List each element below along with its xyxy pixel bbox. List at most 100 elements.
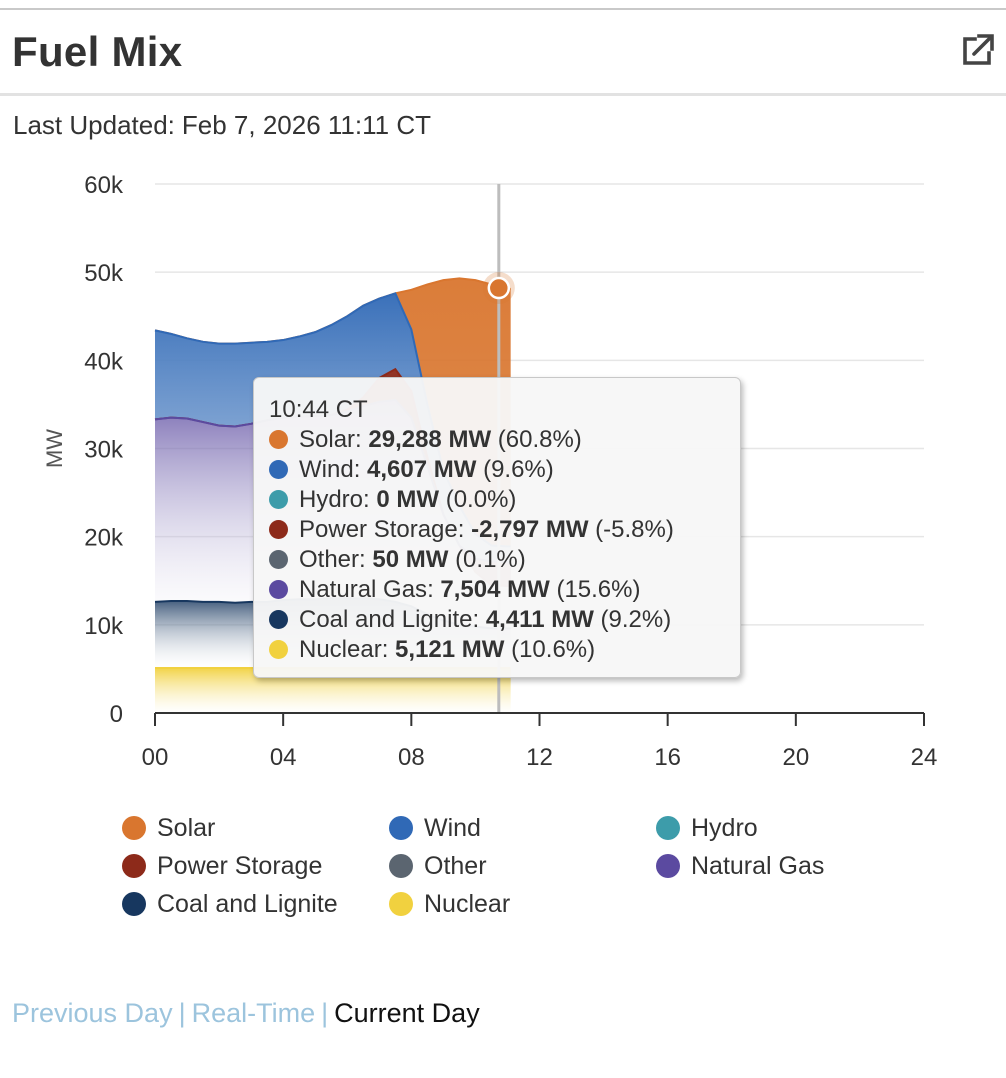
tooltip-series-pct: (9.6%)	[483, 456, 554, 483]
tooltip-series-value: -2,797 MW	[471, 516, 589, 543]
tooltip-series-pct: (-5.8%)	[595, 516, 674, 543]
x-tick-label: 08	[398, 744, 425, 771]
solar-area[interactable]	[155, 278, 511, 547]
legend-dot-icon	[389, 892, 413, 916]
legend-label: Solar	[157, 814, 216, 842]
y-tick-label: 0	[110, 701, 123, 728]
real-time-link[interactable]: Real-Time	[191, 998, 316, 1028]
x-tick-label: 00	[142, 744, 169, 771]
legend-dot-icon	[389, 854, 413, 878]
y-axis-title: MW	[42, 429, 67, 468]
tooltip-series-name: Solar	[299, 426, 356, 453]
series-dot-icon	[269, 520, 288, 539]
tooltip-series-pct: (9.2%)	[600, 606, 672, 633]
tooltip-series-pct: (60.8%)	[497, 426, 582, 453]
y-tick-label: 60k	[84, 172, 124, 199]
y-tick-label: 30k	[84, 437, 124, 464]
tooltip-series-pct: (0.0%)	[445, 486, 517, 513]
legend-label: Other	[424, 852, 487, 880]
tooltip-row: Coal and Lignite: 4,411 MW (9.2%)	[269, 605, 740, 635]
series-dot-icon	[269, 550, 288, 569]
tooltip-row: Natural Gas: 7,504 MW (15.6%)	[269, 575, 740, 605]
legend-item-coal-and-lignite[interactable]: Coal and Lignite	[122, 886, 338, 922]
tooltip-series-pct: (0.1%)	[455, 546, 526, 573]
series-dot-icon	[269, 460, 288, 479]
page-title: Fuel Mix	[12, 28, 183, 75]
tooltip-series-pct: (10.6%)	[511, 636, 596, 663]
tooltip-series-name: Other	[299, 546, 360, 573]
top-border	[0, 8, 1006, 10]
tooltip-rows: Solar: 29,288 MW (60.8%) Wind: 4,607 MW (…	[269, 425, 740, 665]
x-tick-label: 24	[911, 744, 938, 771]
series-dot-icon	[269, 430, 288, 449]
legend-item-other[interactable]: Other	[389, 848, 487, 884]
last-updated-value: Feb 7, 2026 11:11 CT	[181, 110, 431, 140]
x-tick-label: 04	[270, 744, 297, 771]
tooltip-series-value: 29,288 MW	[368, 426, 492, 453]
legend-item-nuclear[interactable]: Nuclear	[389, 886, 510, 922]
tooltip-row: Power Storage: -2,797 MW (-5.8%)	[269, 515, 740, 545]
tooltip-series-name: Wind	[299, 456, 354, 483]
legend-label: Power Storage	[157, 852, 323, 880]
legend-item-power-storage[interactable]: Power Storage	[122, 848, 322, 884]
tooltip-series-name: Power Storage	[299, 516, 458, 543]
tooltip-row: Solar: 29,288 MW (60.8%)	[269, 425, 740, 455]
nav-separator: |	[321, 998, 329, 1028]
y-tick-label: 10k	[84, 613, 124, 640]
tooltip-series-name: Nuclear	[299, 636, 382, 663]
tooltip-series-name: Coal and Lignite	[299, 606, 473, 633]
previous-day-link[interactable]: Previous Day	[12, 998, 173, 1028]
tooltip-row: Hydro: 0 MW (0.0%)	[269, 485, 740, 515]
legend-dot-icon	[122, 816, 146, 840]
legend-label: Natural Gas	[691, 852, 825, 880]
series-dot-icon	[269, 640, 288, 659]
last-updated-label: Last Updated:	[13, 110, 175, 140]
tooltip-series-value: 4,607 MW	[367, 456, 477, 483]
tooltip-series-name: Hydro	[299, 486, 364, 513]
tooltip-series-pct: (15.6%)	[556, 576, 641, 603]
legend-dot-icon	[389, 816, 413, 840]
legend-item-solar[interactable]: Solar	[122, 810, 215, 846]
external-link-icon[interactable]	[958, 32, 996, 70]
series-dot-icon	[269, 490, 288, 509]
tooltip-series-value: 7,504 MW	[440, 576, 550, 603]
legend-label: Nuclear	[424, 890, 511, 918]
tooltip-row: Other: 50 MW (0.1%)	[269, 545, 740, 575]
x-tick-label: 20	[782, 744, 809, 771]
y-tick-label: 40k	[84, 348, 124, 375]
legend-dot-icon	[656, 854, 680, 878]
tooltip-series-value: 50 MW	[372, 546, 449, 573]
last-updated: Last Updated: Feb 7, 2026 11:11 CT	[13, 110, 431, 141]
widget-header: Fuel Mix	[0, 10, 1006, 94]
tooltip-time: 10:44 CT	[269, 396, 368, 423]
legend-label: Wind	[424, 814, 481, 842]
tooltip-series-value: 4,411 MW	[485, 606, 594, 633]
y-tick-label: 50k	[84, 260, 124, 287]
y-tick-label: 20k	[84, 525, 124, 552]
legend-item-hydro[interactable]: Hydro	[656, 810, 758, 846]
nuclear-area[interactable]	[155, 668, 511, 713]
nav-separator: |	[178, 998, 186, 1028]
wind-area[interactable]	[155, 293, 511, 587]
chart-tooltip: 10:44 CT Solar: 29,288 MW (60.8%) Wind: 4…	[253, 377, 741, 678]
tooltip-row: Wind: 4,607 MW (9.6%)	[269, 455, 740, 485]
tooltip-series-name: Natural Gas	[299, 576, 428, 603]
current-day-label[interactable]: Current Day	[334, 998, 480, 1028]
series-dot-icon	[269, 580, 288, 599]
header-divider	[0, 93, 1006, 96]
legend-item-wind[interactable]: Wind	[389, 810, 481, 846]
legend-item-natural-gas[interactable]: Natural Gas	[656, 848, 824, 884]
legend-dot-icon	[122, 854, 146, 878]
legend-label: Coal and Lignite	[157, 890, 338, 918]
day-navigation: Previous Day | Real-Time | Current Day	[12, 998, 480, 1029]
tooltip-series-value: 0 MW	[376, 486, 440, 513]
legend-dot-icon	[122, 892, 146, 916]
x-tick-label: 12	[526, 744, 553, 771]
legend-label: Hydro	[691, 814, 758, 842]
legend-dot-icon	[656, 816, 680, 840]
tooltip-series-value: 5,121 MW	[395, 636, 505, 663]
x-tick-label: 16	[654, 744, 681, 771]
tooltip-row: Nuclear: 5,121 MW (10.6%)	[269, 635, 740, 665]
series-dot-icon	[269, 610, 288, 629]
crosshair-marker[interactable]	[487, 276, 511, 300]
